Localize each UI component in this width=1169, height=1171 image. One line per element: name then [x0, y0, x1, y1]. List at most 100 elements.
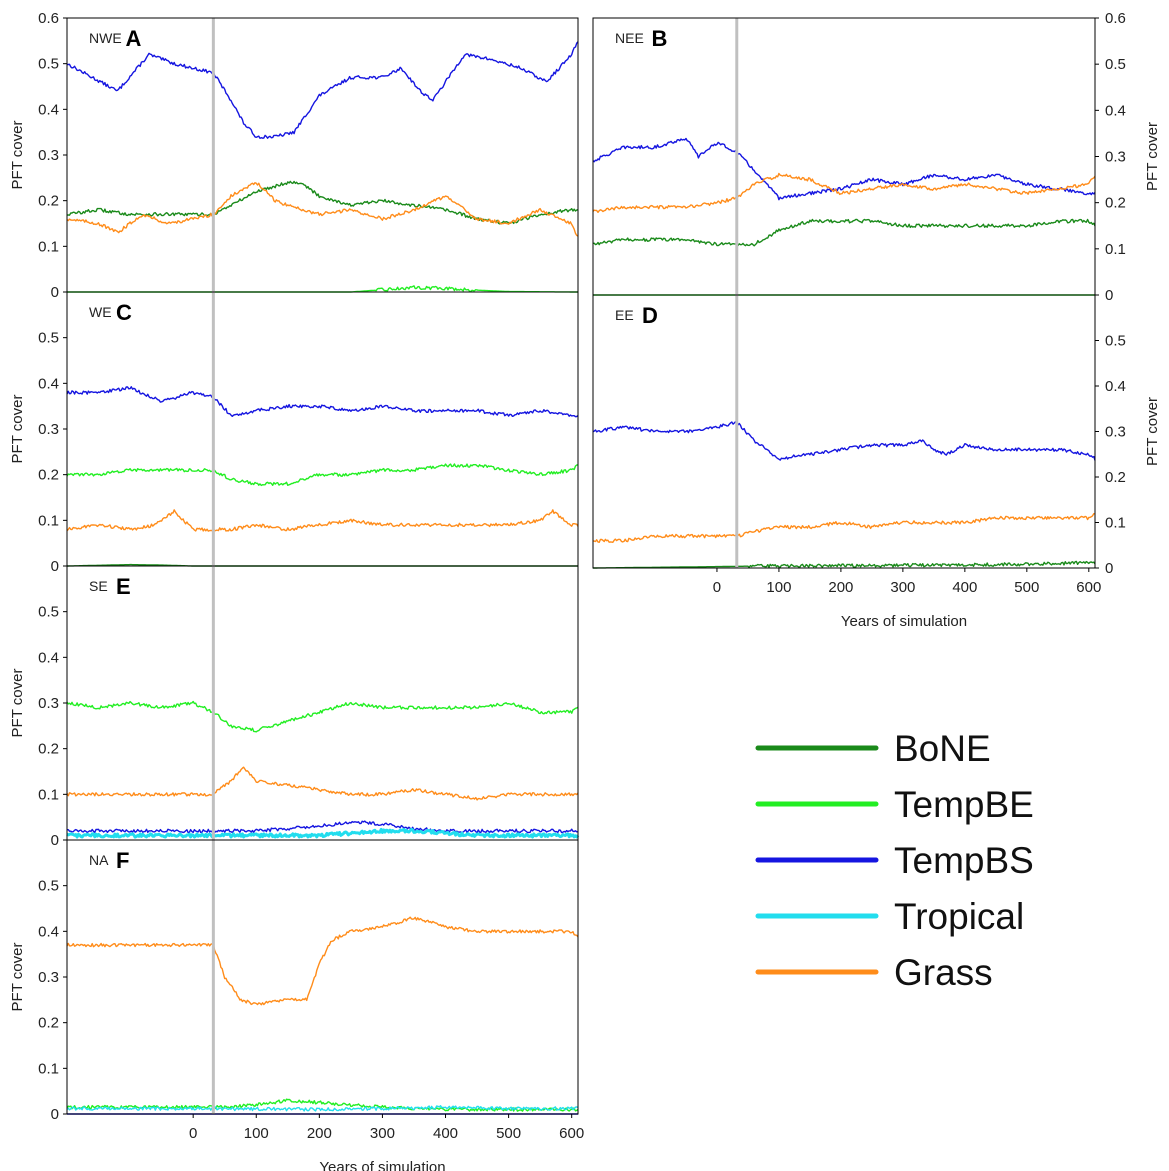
y-tick-label: 0.5 [38, 878, 59, 895]
x-tick-label: 200 [307, 1125, 332, 1142]
y-axis-label: PFT cover [9, 121, 26, 190]
y-tick-label: 0.5 [38, 56, 59, 73]
legend: BoNE TempBE TempBS Tropical Grass [755, 728, 1034, 993]
y-axis-label: PFT cover [1144, 397, 1161, 466]
panel-letter: A [126, 26, 142, 51]
y-tick-label: 0.1 [38, 786, 59, 803]
y-tick-label: 0.5 [38, 604, 59, 621]
y-tick-label: 0.3 [38, 147, 59, 164]
x-tick-label: 100 [766, 579, 791, 596]
panel-c: 0 0.1 0.2 0.3 0.4 0.5 PFT cover WE C [9, 291, 579, 575]
y-axis-label: PFT cover [9, 669, 26, 738]
panel-letter: E [116, 574, 131, 599]
x-tick-label: 400 [952, 579, 977, 596]
region-label: EE [615, 307, 634, 323]
series-tempbs-line [67, 820, 578, 834]
series-tempbe-line [66, 700, 579, 733]
x-tick-label: 500 [1014, 579, 1039, 596]
y-tick-label: 0.6 [38, 10, 59, 27]
y-tick-label: 0.5 [38, 330, 59, 347]
y-tick-label: 0.1 [1105, 241, 1126, 258]
series-bone-line [592, 218, 1096, 247]
panel-a: 0 0.1 0.2 0.3 0.4 0.5 0.6 PFT cover NWE A [9, 10, 579, 301]
legend-label-tempbe: TempBE [894, 784, 1034, 825]
y-tick-label: 0.4 [38, 375, 59, 392]
region-label: NWE [89, 30, 122, 46]
y-tick-label: 0.2 [38, 467, 59, 484]
y-tick-label: 0.1 [38, 512, 59, 529]
series-grass-line [592, 513, 1096, 543]
panel-e: 0 0.1 0.2 0.3 0.4 0.5 PFT cover SE E [9, 565, 580, 849]
y-tick-label: 0.3 [38, 421, 59, 438]
x-tick-label: 500 [496, 1125, 521, 1142]
y-tick-label: 0.2 [1105, 469, 1126, 486]
legend-label-grass: Grass [894, 952, 993, 993]
panel-letter: D [642, 303, 658, 328]
y-tick-label: 0 [51, 558, 59, 575]
series-tempbs-line [592, 137, 1096, 201]
x-tick-label: 600 [1076, 579, 1101, 596]
series-tempbs-line [67, 41, 579, 139]
series-grass-line [592, 172, 1096, 213]
panel-letter: B [652, 26, 668, 51]
series-tempbs-line [592, 421, 1096, 461]
y-tick-label: 0.4 [38, 923, 59, 940]
y-tick-label: 0 [51, 1106, 59, 1123]
y-axis-label: PFT cover [9, 943, 26, 1012]
panel-b: 0 0.1 0.2 0.3 0.4 0.5 0.6 PFT cover NEE B [592, 10, 1161, 304]
x-tick-label: 600 [559, 1125, 584, 1142]
series-bone-line [593, 560, 1096, 569]
x-tick-label: 300 [890, 579, 915, 596]
region-label: NEE [615, 30, 644, 46]
x-tick-label: 100 [244, 1125, 269, 1142]
legend-label-tropical: Tropical [894, 896, 1024, 937]
y-tick-label: 0.4 [1105, 102, 1126, 119]
x-tick-label: 300 [370, 1125, 395, 1142]
x-tick-label: 0 [713, 579, 721, 596]
y-tick-label: 0.1 [1105, 515, 1126, 532]
plot-frame [592, 17, 1096, 296]
x-axis-label: Years of simulation [841, 613, 967, 630]
plot-frame [66, 839, 579, 1115]
y-tick-label: 0.6 [1105, 10, 1126, 27]
y-tick-label: 0 [51, 832, 59, 849]
series-tempbe-line [66, 1098, 579, 1112]
x-tick-label: 200 [828, 579, 853, 596]
y-tick-label: 0.4 [38, 649, 59, 666]
y-tick-label: 0.3 [1105, 424, 1126, 441]
y-tick-label: 0.3 [38, 969, 59, 986]
y-tick-label: 0.5 [1105, 333, 1126, 350]
series-grass-line [66, 509, 579, 532]
y-tick-label: 0.1 [38, 1060, 59, 1077]
region-label: SE [89, 578, 108, 594]
x-axis-label: Years of simulation [319, 1159, 445, 1171]
plot-frame [66, 565, 579, 841]
legend-label-tempbs: TempBS [894, 840, 1034, 881]
series-tempbs-line [66, 386, 579, 418]
y-axis-label: PFT cover [9, 395, 26, 464]
y-tick-label: 0.2 [38, 1015, 59, 1032]
series-tempbe-line [66, 463, 579, 487]
region-label: NA [89, 852, 109, 868]
panel-f: 0 0.1 0.2 0.3 0.4 0.5 PFT cover 0 100 200 300 400 50… [9, 839, 584, 1171]
y-tick-label: 0.2 [38, 193, 59, 210]
y-tick-label: 0.3 [1105, 149, 1126, 166]
y-tick-label: 0.2 [1105, 195, 1126, 212]
panel-d: 0 0.1 0.2 0.3 0.4 0.5 PFT cover 0 100 200 300 400 50… [592, 294, 1161, 630]
y-tick-label: 0 [1105, 287, 1113, 304]
plot-frame [66, 17, 579, 293]
series-grass-line [66, 916, 579, 1006]
x-tick-label: 0 [189, 1125, 197, 1142]
series-tropical-line [66, 1105, 579, 1112]
y-tick-label: 0.5 [1105, 56, 1126, 73]
y-tick-label: 0.2 [38, 741, 59, 758]
series-grass-line [66, 766, 579, 801]
y-tick-label: 0 [51, 284, 59, 301]
x-tick-label: 400 [433, 1125, 458, 1142]
region-label: WE [89, 304, 112, 320]
panel-letter: C [116, 300, 132, 325]
y-tick-label: 0 [1105, 560, 1113, 577]
y-tick-label: 0.4 [1105, 378, 1126, 395]
